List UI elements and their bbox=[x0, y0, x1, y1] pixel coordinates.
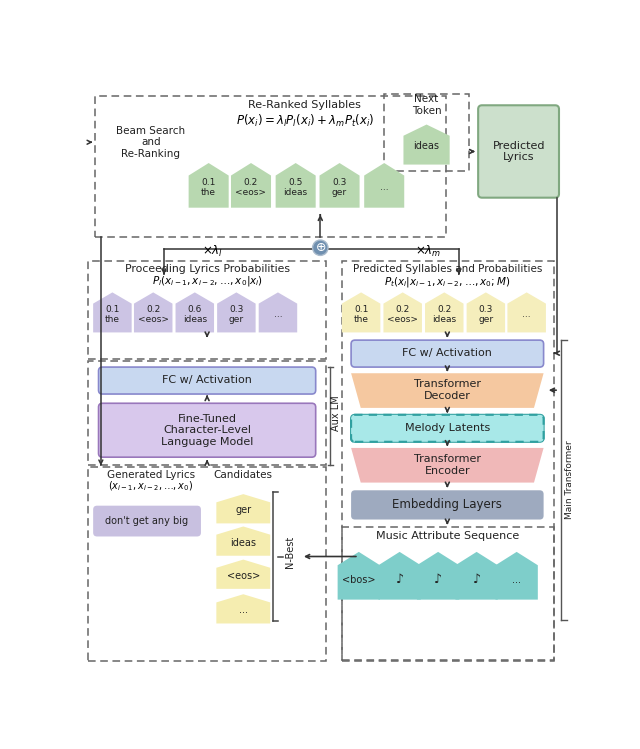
Polygon shape bbox=[456, 552, 498, 600]
Text: don't get any big: don't get any big bbox=[106, 516, 189, 526]
Polygon shape bbox=[425, 292, 463, 333]
Text: Predicted Syllables and Probabilities: Predicted Syllables and Probabilities bbox=[353, 264, 542, 273]
Text: Embedding Layers: Embedding Layers bbox=[392, 498, 502, 512]
Text: N-Best: N-Best bbox=[285, 536, 294, 568]
FancyBboxPatch shape bbox=[99, 367, 316, 394]
FancyBboxPatch shape bbox=[351, 340, 543, 367]
Polygon shape bbox=[378, 552, 420, 600]
Text: <eos>: <eos> bbox=[227, 571, 260, 580]
Bar bbox=[384, 94, 469, 171]
Text: Re-Ranked Syllables: Re-Ranked Syllables bbox=[248, 100, 362, 110]
Text: ger: ger bbox=[236, 506, 252, 515]
Text: Melody Latents: Melody Latents bbox=[404, 423, 490, 433]
Text: $P(x_i) = \lambda_l P_l(x_i) + \lambda_m P_t(x_i)$: $P(x_i) = \lambda_l P_l(x_i) + \lambda_m… bbox=[236, 112, 374, 129]
Text: $\oplus$: $\oplus$ bbox=[315, 241, 326, 254]
FancyBboxPatch shape bbox=[351, 491, 543, 520]
Bar bbox=[95, 96, 446, 237]
Text: Next
Token: Next Token bbox=[412, 94, 442, 116]
Text: 0.1
the: 0.1 the bbox=[354, 305, 369, 324]
Text: $P_l(x_{i-1}, x_{i-2}, \ldots, x_0|x_i)$: $P_l(x_{i-1}, x_{i-2}, \ldots, x_0|x_i)$ bbox=[152, 274, 262, 288]
Polygon shape bbox=[259, 292, 297, 333]
Polygon shape bbox=[319, 163, 360, 207]
Polygon shape bbox=[495, 552, 538, 600]
Text: 0.2
ideas: 0.2 ideas bbox=[432, 305, 456, 324]
Text: $(x_{i-1}, x_{i-2}, \ldots, x_0)$: $(x_{i-1}, x_{i-2}, \ldots, x_0)$ bbox=[108, 479, 193, 494]
Text: 0.2
<eos>: 0.2 <eos> bbox=[236, 178, 266, 197]
Text: FC w/ Activation: FC w/ Activation bbox=[162, 375, 252, 385]
Polygon shape bbox=[216, 560, 270, 589]
FancyBboxPatch shape bbox=[478, 106, 559, 198]
Polygon shape bbox=[403, 124, 450, 165]
Polygon shape bbox=[383, 292, 422, 333]
Polygon shape bbox=[216, 594, 270, 623]
Text: ...: ... bbox=[239, 605, 248, 616]
Text: Music Attribute Sequence: Music Attribute Sequence bbox=[376, 532, 519, 542]
Text: 0.6
ideas: 0.6 ideas bbox=[183, 305, 207, 324]
Bar bbox=[342, 261, 554, 661]
Text: ...: ... bbox=[522, 310, 531, 319]
Polygon shape bbox=[342, 292, 380, 333]
Polygon shape bbox=[364, 163, 404, 207]
Polygon shape bbox=[467, 292, 505, 333]
Text: 0.5
ideas: 0.5 ideas bbox=[284, 178, 308, 197]
Polygon shape bbox=[93, 292, 132, 333]
Text: ♪: ♪ bbox=[434, 573, 442, 586]
Text: Predicted
Lyrics: Predicted Lyrics bbox=[493, 141, 545, 163]
Polygon shape bbox=[276, 163, 316, 207]
FancyBboxPatch shape bbox=[99, 403, 316, 457]
Text: $\times\lambda_m$: $\times\lambda_m$ bbox=[415, 244, 441, 259]
Text: 0.3
ger: 0.3 ger bbox=[478, 305, 493, 324]
Polygon shape bbox=[175, 292, 214, 333]
Text: <bos>: <bos> bbox=[342, 574, 376, 584]
Polygon shape bbox=[351, 448, 543, 482]
Text: Candidates: Candidates bbox=[214, 470, 273, 480]
Polygon shape bbox=[508, 292, 546, 333]
Text: 0.2
<eos>: 0.2 <eos> bbox=[138, 305, 169, 324]
Text: Aux LM: Aux LM bbox=[331, 395, 340, 431]
Polygon shape bbox=[134, 292, 172, 333]
Polygon shape bbox=[338, 552, 380, 600]
Text: ♪: ♪ bbox=[472, 573, 481, 586]
FancyBboxPatch shape bbox=[93, 506, 201, 536]
Text: $P_t(x_i|x_{i-1}, x_{i-2}, \ldots, x_0; M)$: $P_t(x_i|x_{i-1}, x_{i-2}, \ldots, x_0; … bbox=[384, 275, 511, 288]
Text: Beam Search
and
Re-Ranking: Beam Search and Re-Ranking bbox=[116, 126, 186, 159]
Polygon shape bbox=[216, 494, 270, 524]
Text: 0.1
the: 0.1 the bbox=[201, 178, 216, 197]
Text: Generated Lyrics: Generated Lyrics bbox=[107, 470, 195, 480]
Text: ideas: ideas bbox=[230, 538, 256, 548]
Circle shape bbox=[312, 240, 328, 255]
Text: $\times\lambda_l$: $\times\lambda_l$ bbox=[202, 244, 223, 259]
Text: Proceeding Lyrics Probabilities: Proceeding Lyrics Probabilities bbox=[125, 264, 290, 273]
Polygon shape bbox=[231, 163, 271, 207]
Bar bbox=[88, 467, 326, 661]
Text: Main Transformer: Main Transformer bbox=[565, 440, 574, 519]
Text: Transformer
Decoder: Transformer Decoder bbox=[414, 380, 481, 401]
Polygon shape bbox=[189, 163, 228, 207]
Text: 0.2
<eos>: 0.2 <eos> bbox=[387, 305, 418, 324]
Polygon shape bbox=[217, 292, 255, 333]
Text: ♪: ♪ bbox=[396, 573, 404, 586]
Text: ...: ... bbox=[380, 183, 388, 192]
Bar bbox=[342, 527, 554, 660]
Text: Fine-Tuned
Character-Level
Language Model: Fine-Tuned Character-Level Language Mode… bbox=[161, 413, 253, 447]
FancyBboxPatch shape bbox=[351, 415, 543, 442]
Polygon shape bbox=[417, 552, 460, 600]
Text: 0.3
ger: 0.3 ger bbox=[229, 305, 244, 324]
Text: 0.1
the: 0.1 the bbox=[105, 305, 120, 324]
Polygon shape bbox=[351, 373, 543, 408]
FancyBboxPatch shape bbox=[351, 415, 543, 442]
Bar bbox=[88, 361, 326, 465]
Text: 0.3
ger: 0.3 ger bbox=[332, 178, 347, 197]
Text: ...: ... bbox=[274, 310, 282, 319]
Text: ...: ... bbox=[512, 574, 521, 584]
Text: FC w/ Activation: FC w/ Activation bbox=[403, 348, 492, 358]
Polygon shape bbox=[216, 527, 270, 556]
Text: Transformer
Encoder: Transformer Encoder bbox=[414, 454, 481, 476]
Bar bbox=[88, 261, 326, 360]
Text: ideas: ideas bbox=[413, 141, 440, 151]
